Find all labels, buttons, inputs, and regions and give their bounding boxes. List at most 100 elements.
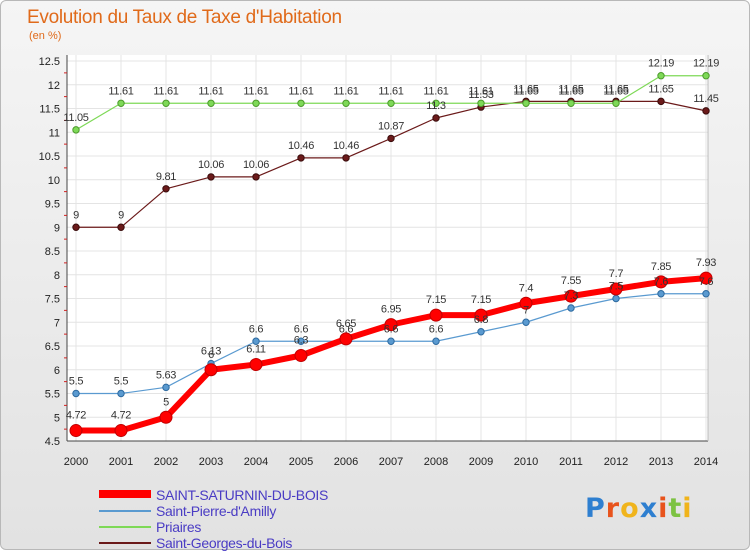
grid — [67, 55, 708, 442]
data-label-saint-pierre-d-amilly: 7.6 — [699, 276, 714, 288]
data-label-priaires: 11.65 — [558, 85, 583, 97]
data-label-saint-pierre-d-amilly: 6.6 — [294, 323, 309, 335]
y-tick-label: 11 — [49, 127, 60, 139]
data-point-priaires — [522, 99, 530, 107]
data-point-saint-pierre-d-amilly — [432, 337, 440, 345]
data-label-saint-georges-du-bois: 11.53 — [468, 89, 493, 101]
x-tick-label: 2014 — [694, 456, 718, 468]
y-tick-label: 6.5 — [45, 341, 60, 353]
data-point-saint-georges-du-bois — [72, 223, 80, 231]
plot-background — [67, 55, 708, 441]
data-label-priaires: 11.61 — [423, 85, 448, 97]
data-point-saint-saturnin-du-bois — [159, 410, 173, 424]
data-point-saint-georges-du-bois — [297, 154, 305, 162]
data-labels: 9 9 9.81 10.06 10.06 10.46 10.46 10.87 11.3 11.53… — [63, 58, 719, 422]
y-tick-label: 9.5 — [45, 199, 60, 211]
x-tick-label: 2003 — [199, 456, 223, 468]
data-label-saint-georges-du-bois: 9 — [73, 209, 79, 221]
y-tick-label: 12 — [48, 80, 60, 92]
y-tick-label: 10.5 — [39, 151, 60, 163]
logo-letter: t — [668, 493, 683, 524]
chart-unit: (en %) — [29, 30, 62, 42]
data-label-priaires: 11.05 — [63, 112, 88, 124]
data-label-saint-georges-du-bois: 10.87 — [378, 120, 404, 132]
data-label-saint-georges-du-bois: 9 — [118, 209, 124, 221]
data-label-priaires: 11.61 — [288, 85, 313, 97]
legend-label: Priaires — [156, 519, 202, 535]
data-label-saint-georges-du-bois: 10.46 — [288, 140, 314, 152]
data-point-saint-saturnin-du-bois — [474, 308, 488, 322]
data-point-saint-saturnin-du-bois — [294, 349, 308, 362]
data-point-priaires — [387, 99, 395, 107]
data-point-priaires — [612, 99, 620, 107]
y-tick-label: 5 — [54, 412, 60, 424]
proxiti-logo: Proxiti — [585, 493, 693, 524]
logo-letter: o — [620, 493, 640, 524]
data-label-saint-georges-du-bois: 10.46 — [333, 140, 359, 152]
data-point-saint-saturnin-du-bois — [204, 363, 218, 377]
data-point-saint-georges-du-bois — [162, 185, 170, 193]
data-point-saint-pierre-d-amilly — [477, 328, 485, 336]
data-point-saint-georges-du-bois — [702, 107, 710, 115]
data-point-saint-saturnin-du-bois — [564, 289, 578, 303]
data-label-saint-saturnin-du-bois: 6 — [208, 349, 214, 361]
x-tick-label: 2001 — [109, 456, 133, 468]
data-label-saint-georges-du-bois: 11.45 — [693, 93, 718, 105]
y-tick-label: 10 — [48, 175, 60, 187]
data-label-saint-saturnin-du-bois: 7.4 — [519, 282, 534, 294]
data-point-priaires — [702, 72, 710, 80]
data-point-saint-pierre-d-amilly — [657, 290, 665, 298]
data-label-saint-saturnin-du-bois: 7.93 — [696, 257, 716, 269]
x-tick-label: 2006 — [334, 456, 358, 468]
data-point-saint-saturnin-du-bois — [609, 282, 623, 296]
data-point-priaires — [72, 126, 80, 134]
data-point-saint-pierre-d-amilly — [72, 389, 80, 398]
data-label-priaires: 11.61 — [198, 85, 223, 97]
data-point-saint-georges-du-bois — [342, 154, 350, 162]
y-tick-label: 9 — [54, 222, 60, 234]
y-tick-label: 12.5 — [39, 56, 60, 68]
data-label-saint-saturnin-du-bois: 7.55 — [561, 275, 581, 287]
data-label-saint-saturnin-du-bois: 7.7 — [609, 268, 624, 280]
data-point-saint-georges-du-bois — [387, 134, 395, 143]
logo-letter: i — [658, 493, 669, 524]
data-point-saint-pierre-d-amilly — [297, 337, 305, 345]
logo-letter: P — [585, 493, 606, 524]
data-point-saint-saturnin-du-bois — [339, 332, 353, 346]
data-point-saint-pierre-d-amilly — [612, 294, 620, 303]
data-label-saint-georges-du-bois: 11.65 — [513, 83, 538, 95]
data-label-saint-saturnin-du-bois: 6.11 — [246, 344, 266, 356]
data-point-priaires — [342, 99, 350, 107]
data-label-saint-pierre-d-amilly: 7.5 — [609, 281, 624, 293]
data-label-saint-saturnin-du-bois: 4.72 — [66, 410, 86, 422]
y-tick-label: 8 — [54, 270, 60, 282]
data-point-saint-georges-du-bois — [657, 97, 665, 106]
data-point-priaires — [162, 99, 170, 107]
data-label-saint-georges-du-bois: 9.81 — [156, 171, 176, 183]
data-label-priaires: 11.61 — [243, 85, 268, 97]
data-point-saint-saturnin-du-bois — [429, 308, 443, 322]
data-label-saint-pierre-d-amilly: 6.6 — [249, 323, 264, 335]
logo-letter: r — [605, 493, 621, 524]
data-label-saint-saturnin-du-bois: 7.15 — [426, 294, 446, 306]
data-point-priaires — [432, 99, 440, 107]
data-label-saint-pierre-d-amilly: 7.3 — [564, 290, 579, 302]
data-point-saint-pierre-d-amilly — [522, 318, 530, 326]
data-label-priaires: 12.19 — [693, 58, 719, 70]
data-point-saint-pierre-d-amilly — [567, 304, 575, 312]
x-tick-label: 2013 — [649, 456, 673, 468]
data-label-priaires: 11.61 — [378, 85, 403, 97]
data-label-saint-saturnin-du-bois: 5 — [163, 396, 169, 408]
data-label-priaires: 11.61 — [468, 85, 493, 97]
legend-swatch — [99, 490, 151, 498]
data-point-saint-pierre-d-amilly — [162, 383, 170, 392]
data-point-saint-pierre-d-amilly — [117, 389, 125, 398]
data-point-saint-saturnin-du-bois — [654, 275, 668, 289]
y-tick-label: 7.5 — [45, 294, 60, 306]
data-point-priaires — [657, 72, 665, 80]
axes: 4.5 5 5.5 6 6.5 7 7.5 8 8.5 9 9.5 10 10.5 11 11.5 12 12.… — [39, 55, 718, 468]
data-point-saint-saturnin-du-bois — [69, 424, 83, 438]
data-label-saint-pierre-d-amilly: 6.13 — [201, 346, 221, 358]
data-label-priaires: 11.61 — [333, 85, 358, 97]
